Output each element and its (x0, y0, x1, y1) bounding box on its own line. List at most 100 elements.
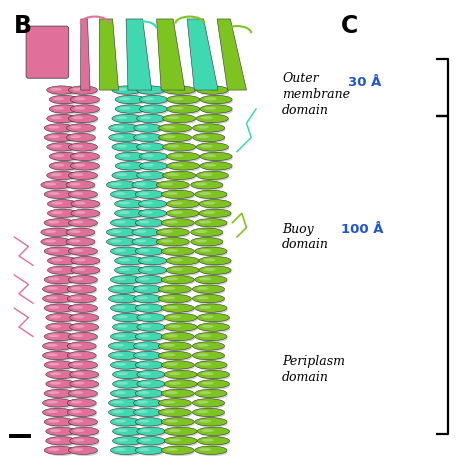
Ellipse shape (194, 230, 224, 238)
Ellipse shape (162, 354, 192, 361)
Ellipse shape (72, 306, 83, 309)
Ellipse shape (67, 408, 96, 417)
Ellipse shape (118, 211, 130, 214)
Ellipse shape (138, 420, 164, 428)
Ellipse shape (192, 285, 225, 293)
Ellipse shape (46, 313, 76, 322)
Ellipse shape (44, 446, 74, 455)
Ellipse shape (119, 164, 131, 167)
Ellipse shape (112, 370, 143, 379)
Ellipse shape (52, 164, 80, 172)
Ellipse shape (164, 392, 195, 399)
Ellipse shape (137, 296, 148, 300)
Ellipse shape (71, 410, 82, 413)
Ellipse shape (165, 249, 178, 252)
Ellipse shape (44, 247, 74, 255)
Ellipse shape (135, 304, 164, 312)
Ellipse shape (196, 354, 225, 361)
Ellipse shape (140, 325, 151, 328)
Ellipse shape (73, 429, 100, 437)
Ellipse shape (142, 202, 167, 210)
Ellipse shape (49, 429, 77, 437)
Ellipse shape (164, 437, 197, 445)
Ellipse shape (44, 304, 74, 312)
Ellipse shape (116, 382, 144, 390)
Ellipse shape (71, 209, 100, 218)
Ellipse shape (140, 382, 151, 385)
Ellipse shape (114, 249, 141, 257)
Ellipse shape (199, 200, 231, 208)
Ellipse shape (44, 230, 72, 238)
Ellipse shape (50, 372, 61, 375)
Ellipse shape (41, 228, 71, 237)
Ellipse shape (201, 325, 230, 333)
Ellipse shape (68, 446, 98, 455)
Ellipse shape (142, 211, 167, 219)
Ellipse shape (199, 306, 211, 309)
Ellipse shape (171, 107, 183, 110)
Ellipse shape (156, 237, 189, 246)
Ellipse shape (195, 239, 207, 243)
Ellipse shape (161, 182, 173, 186)
Ellipse shape (73, 164, 100, 172)
Ellipse shape (166, 209, 199, 218)
Ellipse shape (135, 219, 164, 227)
Ellipse shape (114, 306, 141, 314)
Ellipse shape (198, 249, 228, 257)
Ellipse shape (46, 401, 73, 409)
Ellipse shape (112, 427, 143, 436)
Ellipse shape (138, 306, 164, 314)
Ellipse shape (51, 173, 62, 176)
Ellipse shape (137, 135, 148, 138)
Ellipse shape (196, 126, 225, 134)
Ellipse shape (168, 382, 181, 385)
Ellipse shape (162, 126, 192, 134)
Ellipse shape (68, 86, 98, 94)
Ellipse shape (163, 143, 196, 151)
Ellipse shape (196, 344, 225, 352)
Ellipse shape (162, 287, 192, 295)
Ellipse shape (74, 107, 85, 110)
Ellipse shape (47, 171, 76, 180)
Ellipse shape (167, 152, 200, 161)
Ellipse shape (74, 259, 100, 266)
Ellipse shape (196, 86, 228, 94)
Ellipse shape (71, 200, 100, 208)
Ellipse shape (72, 249, 83, 252)
Ellipse shape (48, 126, 59, 129)
Ellipse shape (70, 401, 97, 409)
Ellipse shape (165, 277, 178, 281)
Ellipse shape (74, 164, 85, 167)
Ellipse shape (198, 306, 228, 314)
Ellipse shape (53, 164, 64, 167)
Ellipse shape (72, 145, 98, 153)
Ellipse shape (204, 97, 216, 100)
Ellipse shape (111, 287, 139, 295)
Ellipse shape (166, 256, 199, 265)
Ellipse shape (198, 392, 228, 399)
Ellipse shape (51, 116, 62, 119)
Ellipse shape (165, 306, 178, 309)
Ellipse shape (201, 429, 230, 437)
Ellipse shape (118, 202, 146, 210)
Ellipse shape (72, 363, 83, 366)
Ellipse shape (140, 145, 151, 148)
Ellipse shape (161, 332, 194, 341)
Ellipse shape (198, 335, 228, 342)
Ellipse shape (163, 135, 175, 138)
Ellipse shape (138, 392, 164, 399)
Ellipse shape (72, 145, 83, 148)
Ellipse shape (68, 143, 98, 151)
Ellipse shape (135, 389, 164, 398)
Ellipse shape (46, 353, 58, 356)
Ellipse shape (68, 418, 98, 426)
Ellipse shape (167, 105, 200, 113)
Ellipse shape (167, 116, 180, 119)
Ellipse shape (161, 361, 194, 369)
Ellipse shape (48, 277, 60, 281)
Ellipse shape (171, 201, 183, 205)
Ellipse shape (110, 247, 141, 255)
Ellipse shape (196, 297, 225, 304)
Ellipse shape (200, 145, 229, 153)
Ellipse shape (117, 382, 128, 385)
